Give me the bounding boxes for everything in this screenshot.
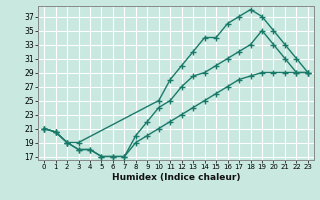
X-axis label: Humidex (Indice chaleur): Humidex (Indice chaleur) bbox=[112, 173, 240, 182]
